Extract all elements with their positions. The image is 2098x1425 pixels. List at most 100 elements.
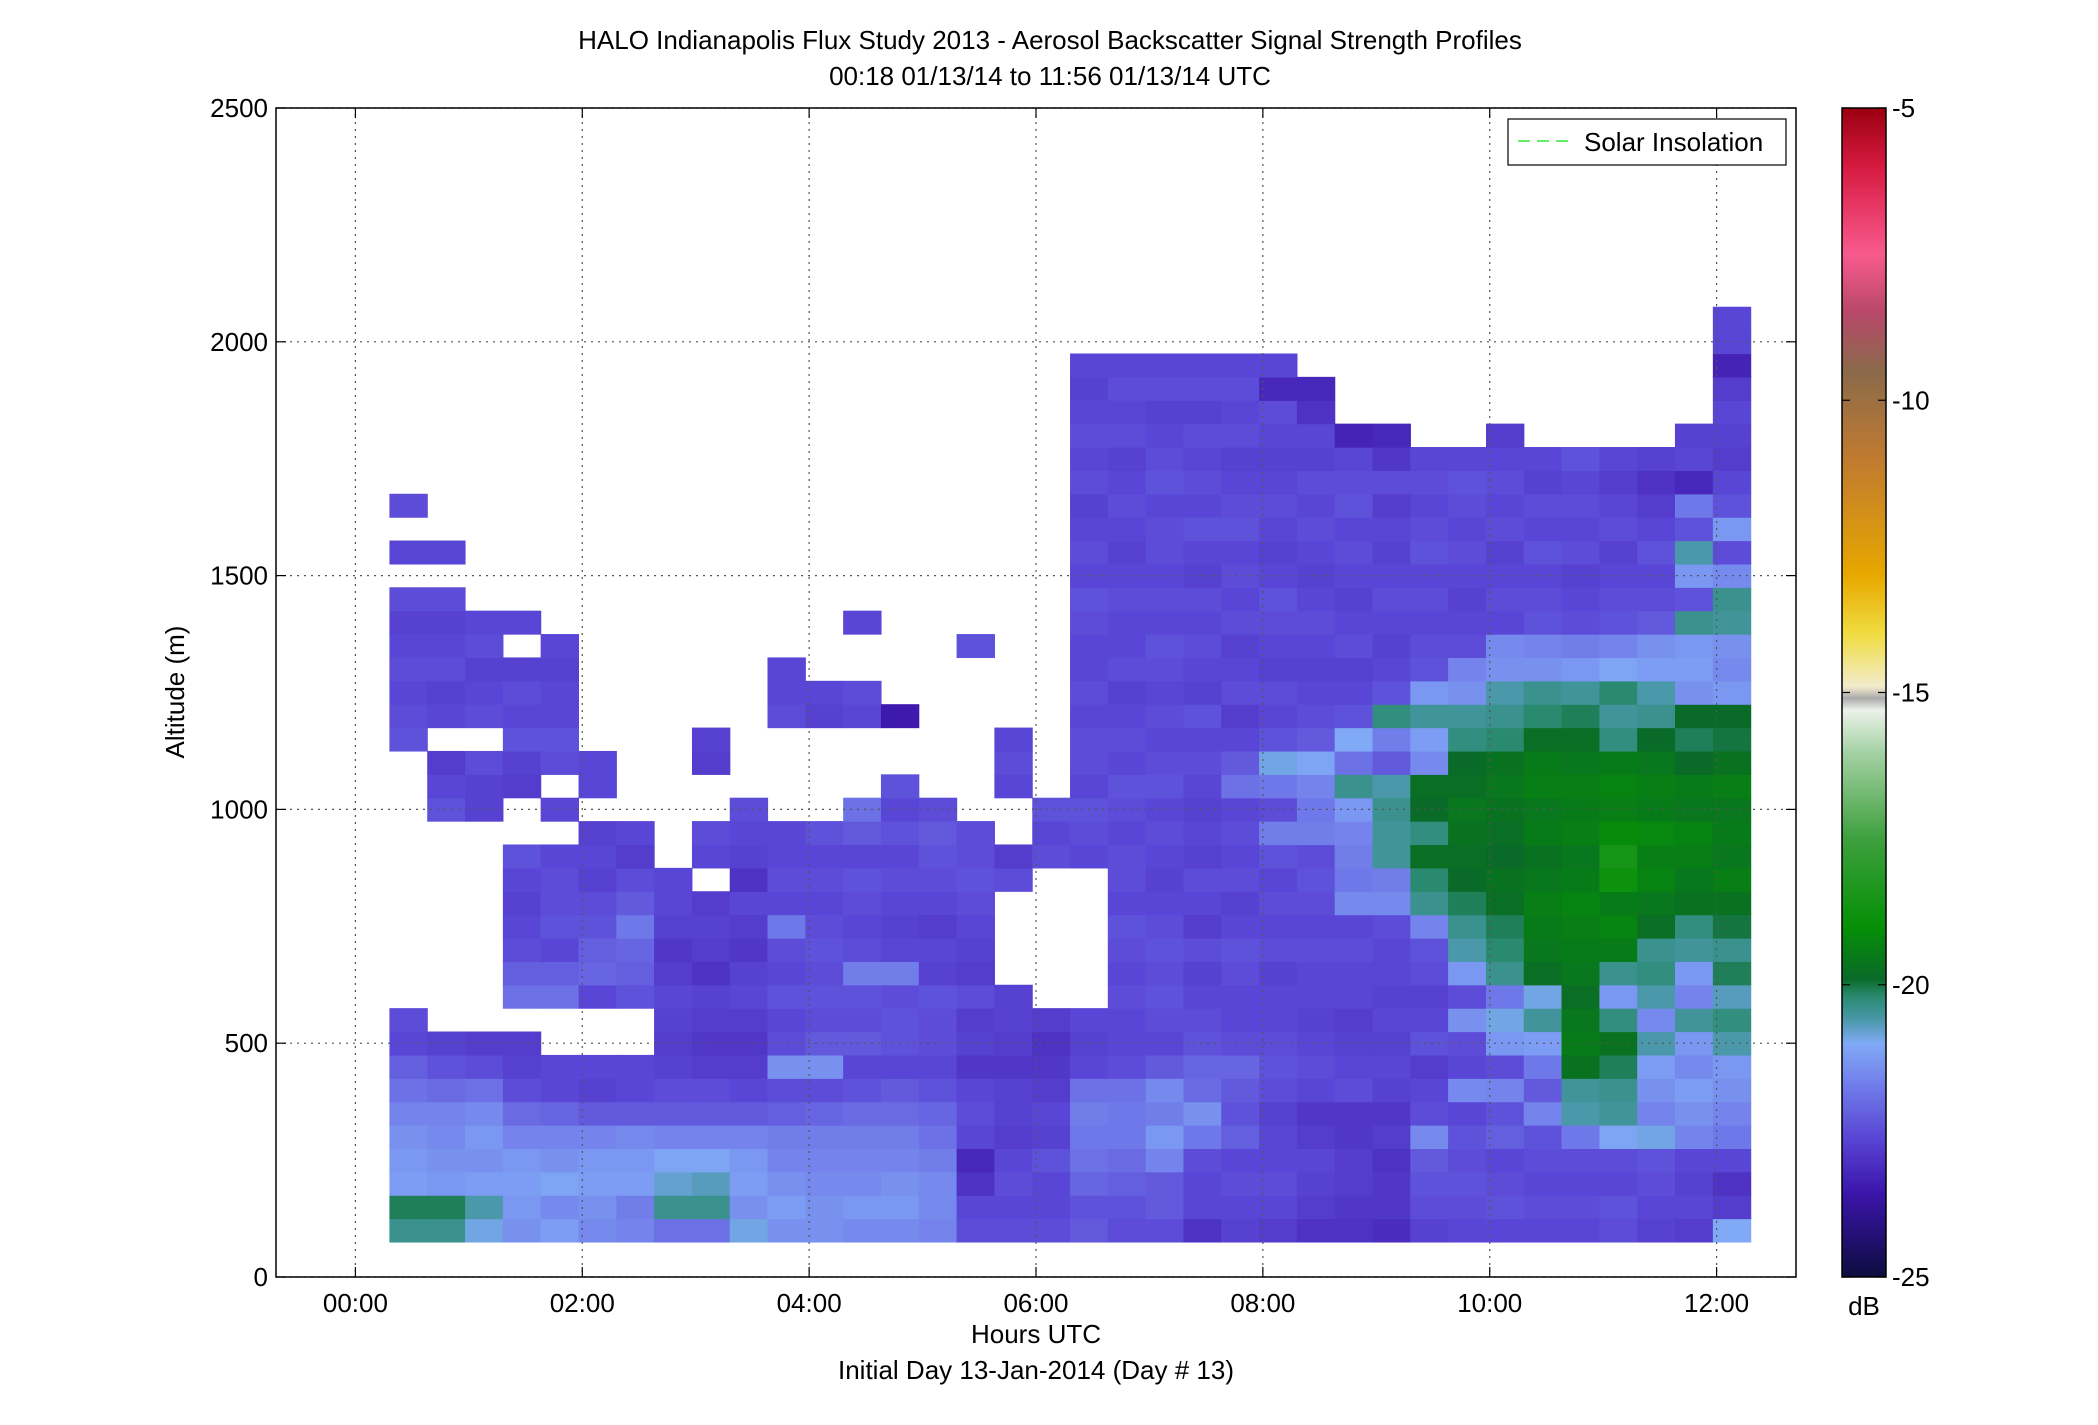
heatmap-cell	[654, 914, 693, 939]
heatmap-cell	[843, 984, 882, 1009]
heatmap-cell	[1485, 774, 1525, 799]
heatmap-cell	[805, 984, 844, 1009]
heatmap-cell	[767, 680, 806, 705]
heatmap-cell	[578, 961, 617, 986]
heatmap-cell	[1674, 657, 1714, 682]
heatmap-cell	[1107, 1218, 1147, 1243]
heatmap-cell	[880, 1195, 920, 1220]
heatmap-cell	[1221, 376, 1260, 401]
heatmap-cell	[1221, 774, 1260, 799]
heatmap-cell	[1448, 1195, 1487, 1220]
heatmap-cell	[994, 727, 1033, 752]
heatmap-cell	[616, 1171, 655, 1196]
heatmap-cell	[502, 1171, 542, 1196]
heatmap-cell	[1410, 727, 1449, 752]
heatmap-cell	[1183, 727, 1222, 752]
heatmap-cell	[1259, 1101, 1298, 1126]
heatmap-cell	[1296, 1218, 1336, 1243]
heatmap-cell	[1259, 704, 1298, 729]
heatmap-cell	[1599, 797, 1638, 822]
heatmap-cell	[918, 984, 958, 1009]
heatmap-cell	[1561, 704, 1600, 729]
heatmap-cell	[1221, 517, 1260, 542]
heatmap-cell	[805, 821, 844, 846]
heatmap-cell	[1599, 1054, 1638, 1079]
heatmap-cell	[1032, 797, 1071, 822]
heatmap-cell	[1561, 914, 1600, 939]
heatmap-cell	[1107, 704, 1147, 729]
heatmap-cell	[1145, 821, 1185, 846]
heatmap-cell	[389, 1078, 428, 1103]
heatmap-cell	[1183, 400, 1222, 425]
heatmap-cell	[1372, 540, 1411, 565]
heatmap-cell	[465, 610, 504, 635]
heatmap-cell	[465, 1218, 504, 1243]
heatmap-cell	[1674, 680, 1714, 705]
heatmap-cell	[1221, 1218, 1260, 1243]
heatmap-cell	[1712, 353, 1752, 378]
heatmap-cell	[843, 610, 882, 635]
legend: Solar Insolation	[1507, 118, 1787, 166]
x-tick-label: 10:00	[1457, 1288, 1522, 1318]
heatmap-cell	[1448, 774, 1487, 799]
heatmap-cell	[1296, 821, 1336, 846]
heatmap-cell	[1410, 750, 1449, 775]
heatmap-cell	[1221, 657, 1260, 682]
heatmap-cell	[1674, 610, 1714, 635]
heatmap-cell	[1637, 1171, 1676, 1196]
heatmap-cell	[1183, 867, 1222, 892]
heatmap-cell	[1032, 821, 1071, 846]
heatmap-cell	[729, 821, 769, 846]
heatmap-cell	[1561, 517, 1600, 542]
heatmap-cell	[1296, 1101, 1336, 1126]
heatmap-cell	[1145, 493, 1185, 518]
heatmap-cell	[994, 1101, 1033, 1126]
heatmap-cell	[1070, 1148, 1109, 1173]
heatmap-cell	[502, 657, 542, 682]
heatmap-cell	[956, 1218, 995, 1243]
heatmap-cell	[729, 797, 769, 822]
heatmap-cell	[767, 891, 806, 916]
heatmap-cell	[767, 1078, 806, 1103]
heatmap-cell	[1070, 423, 1109, 448]
heatmap-cell	[918, 1171, 958, 1196]
heatmap-cell	[1183, 750, 1222, 775]
heatmap-cell	[1145, 1125, 1185, 1150]
heatmap-cell	[880, 1008, 920, 1033]
heatmap-cell	[880, 1171, 920, 1196]
heatmap-cell	[1637, 680, 1676, 705]
heatmap-cell	[1334, 610, 1374, 635]
heatmap-cell	[1334, 961, 1374, 986]
heatmap-cell	[843, 961, 882, 986]
heatmap-cell	[1410, 1195, 1449, 1220]
heatmap-cell	[1637, 914, 1676, 939]
heatmap-cell	[1334, 1171, 1374, 1196]
heatmap-cell	[654, 1195, 693, 1220]
heatmap-cell	[389, 1148, 428, 1173]
heatmap-cell	[1296, 423, 1336, 448]
heatmap-cell	[427, 1171, 466, 1196]
x-tick-label: 04:00	[777, 1288, 842, 1318]
heatmap-cell	[1410, 1101, 1449, 1126]
heatmap-cell	[880, 1125, 920, 1150]
heatmap-cell	[502, 1125, 542, 1150]
heatmap-cell	[1637, 867, 1676, 892]
heatmap-cell	[616, 914, 655, 939]
heatmap-cell	[578, 984, 617, 1009]
heatmap-cell	[1448, 493, 1487, 518]
heatmap-cell	[1637, 844, 1676, 869]
heatmap-cell	[729, 1218, 769, 1243]
heatmap-cell	[956, 984, 995, 1009]
heatmap-cell	[1674, 447, 1714, 471]
heatmap-cell	[389, 1218, 428, 1243]
heatmap-cell	[805, 1218, 844, 1243]
heatmap-cell	[729, 1008, 769, 1033]
heatmap-cell	[1448, 1218, 1487, 1243]
heatmap-cell	[1372, 867, 1411, 892]
heatmap-cell	[465, 1054, 504, 1079]
heatmap-cell	[1637, 540, 1676, 565]
heatmap-cell	[1523, 891, 1563, 916]
heatmap-cell	[1334, 727, 1374, 752]
heatmap-cell	[465, 774, 504, 799]
heatmap-cell	[1259, 1008, 1298, 1033]
